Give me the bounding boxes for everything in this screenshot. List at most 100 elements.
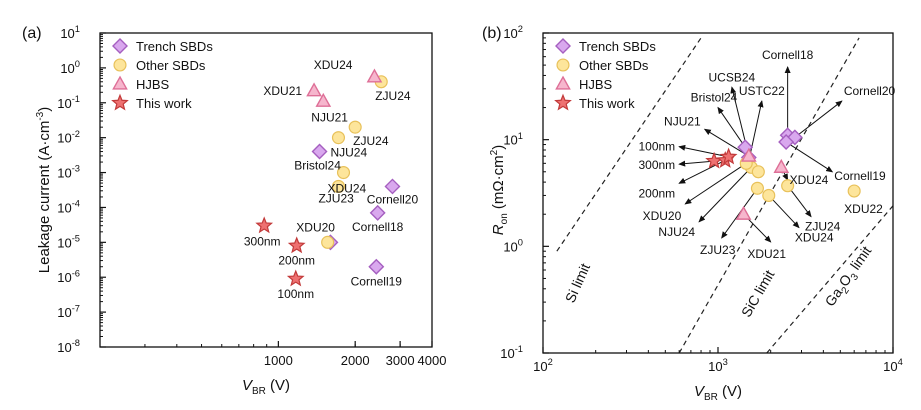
- data-point-circle: [331, 179, 346, 193]
- data-point-triangle: [366, 68, 383, 83]
- data-point-triangle: [735, 205, 752, 220]
- data-point-star: [705, 151, 723, 169]
- point-labels: Bristol24 Cornell20 Cornell18 Cornell19 ZJU2…: [244, 58, 419, 301]
- x-tick-label: 103: [708, 357, 728, 374]
- series-hjbs: [735, 147, 790, 220]
- point-label: NJU21: [311, 110, 348, 124]
- data-point-diamond: [369, 204, 386, 221]
- annotation-label: XDU24: [795, 231, 834, 245]
- legend-marker-triangle: [112, 75, 128, 90]
- y-axis-label: Ron (mΩ·cm2): [489, 145, 510, 235]
- x-tick-label: 104: [883, 357, 903, 374]
- y-axis-label: Leakage current (A·cm-3): [35, 107, 53, 273]
- series-this-work: [255, 216, 306, 287]
- annotation-label: ZJU23: [700, 243, 736, 257]
- point-label: 300nm: [244, 235, 281, 249]
- data-point-star: [255, 216, 274, 234]
- legend-label: Other SBDs: [136, 58, 206, 73]
- annotation-label: XDU21: [747, 247, 786, 261]
- legend-label: HJBS: [579, 77, 613, 92]
- point-label: XDU24: [314, 58, 353, 72]
- limit-label: Si limit: [562, 261, 593, 305]
- series-this-work: [705, 147, 738, 169]
- annotation-arrow: [703, 128, 750, 157]
- plot-frame: [542, 32, 894, 354]
- y-tick-label: 10-2: [57, 129, 80, 146]
- legend-label: Other SBDs: [579, 58, 649, 73]
- annotation-arrow: [684, 162, 747, 205]
- legend-label: HJBS: [136, 77, 170, 92]
- x-tick-label: 4000: [418, 353, 447, 368]
- legend-label: Trench SBDs: [136, 39, 213, 54]
- legend-label: This work: [136, 96, 192, 111]
- point-label: 100nm: [277, 287, 314, 301]
- x-axis-label: VBR (V): [694, 383, 742, 403]
- data-point-triangle: [306, 82, 322, 97]
- y-tick-label: 10-6: [57, 268, 80, 285]
- data-point-circle: [781, 179, 795, 193]
- point-label: NJU24: [330, 146, 367, 160]
- limit-label: SiC limit: [738, 267, 778, 320]
- annotation-label: USTC22: [739, 84, 785, 98]
- panel-label: (a): [22, 25, 42, 42]
- annotation-label: Cornell18: [762, 48, 814, 62]
- data-point-diamond: [311, 143, 328, 160]
- y-tick-label: 10-1: [57, 94, 80, 111]
- point-label: ZJU24: [375, 89, 411, 103]
- annotation-label: Bristol24: [691, 91, 738, 105]
- point-label: XDU21: [263, 84, 302, 98]
- data-point-circle: [750, 181, 764, 195]
- data-point-star: [286, 269, 305, 287]
- data-point-diamond: [778, 134, 795, 151]
- annotation-label: XDU20: [643, 209, 682, 223]
- legend-label: Trench SBDs: [579, 39, 656, 54]
- legend-marker-diamond: [555, 38, 571, 54]
- y-tick-label: 10-5: [57, 233, 80, 250]
- legend-marker-triangle: [555, 75, 571, 90]
- point-label: XDU24: [328, 182, 367, 196]
- point-label: XDU20: [296, 220, 335, 234]
- data-point-circle: [321, 235, 335, 249]
- annotation-label: UCSB24: [709, 70, 756, 84]
- annotation-label: 100nm: [638, 140, 675, 154]
- data-point-triangle: [315, 92, 332, 107]
- limit-line: [556, 37, 702, 252]
- y-tick-label: 100: [503, 237, 523, 254]
- annotation-arrow: [785, 141, 834, 173]
- annotation-arrows: [678, 66, 843, 243]
- y-tick-label: 100: [60, 59, 80, 76]
- legend: Trench SBDs Other SBDs HJBS This work: [554, 38, 656, 111]
- annotation-arrow: [768, 195, 800, 229]
- y-tick-label: 102: [503, 24, 523, 41]
- legend-marker-circle: [113, 58, 127, 72]
- x-tick-label: 102: [533, 357, 553, 374]
- y-tick-label: 10-3: [57, 164, 80, 181]
- y-tick-label: 101: [60, 24, 80, 41]
- annotation-arrow: [794, 100, 843, 138]
- data-point-circle: [336, 166, 351, 180]
- point-label: ZJU24: [353, 134, 389, 148]
- legend-marker-diamond: [112, 38, 128, 54]
- point-label: Bristol24: [294, 159, 341, 173]
- point-label: ZJU23: [318, 191, 354, 205]
- data-point-circle: [762, 188, 776, 202]
- data-point-star: [287, 236, 306, 254]
- data-point-triangle: [740, 147, 757, 162]
- annotation-label: Cornell20: [844, 84, 896, 98]
- annotation-arrow: [698, 167, 752, 223]
- panel-a-leakage-chart: 1000 2000 3000 4000 10-8 10-7 10-6 10-5 10-4 10-3…: [22, 24, 446, 397]
- point-label: Cornell19: [351, 275, 403, 289]
- annotation-label: XDU22: [844, 202, 883, 216]
- x-tick-label: 2000: [341, 353, 370, 368]
- x-tick-label: 3000: [386, 353, 415, 368]
- annotation-label: XDU24: [790, 173, 829, 187]
- point-label: 200nm: [278, 254, 315, 268]
- data-point-circle: [348, 120, 362, 134]
- legend-marker-circle: [556, 58, 570, 72]
- annotation-arrow: [678, 160, 715, 167]
- data-point-triangle: [773, 158, 790, 173]
- series-hjbs: [306, 68, 383, 107]
- annotation-label: ZJU24: [805, 220, 841, 234]
